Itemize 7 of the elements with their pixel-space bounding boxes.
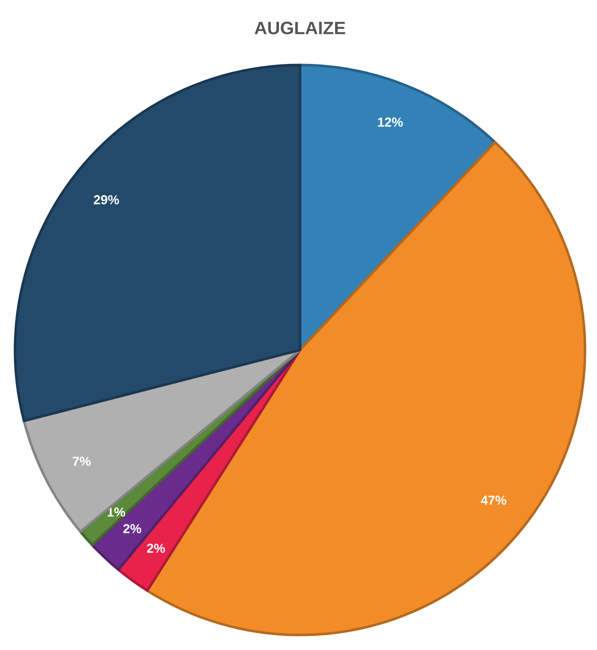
data-label: 47% [480,496,506,505]
chart-title: AUGLAIZE [254,22,346,34]
data-label: 29% [94,195,119,204]
data-label: 7% [72,456,91,466]
data-label: 2% [147,544,165,553]
data-label: 12% [378,118,403,127]
data-label: 2% [123,524,142,534]
